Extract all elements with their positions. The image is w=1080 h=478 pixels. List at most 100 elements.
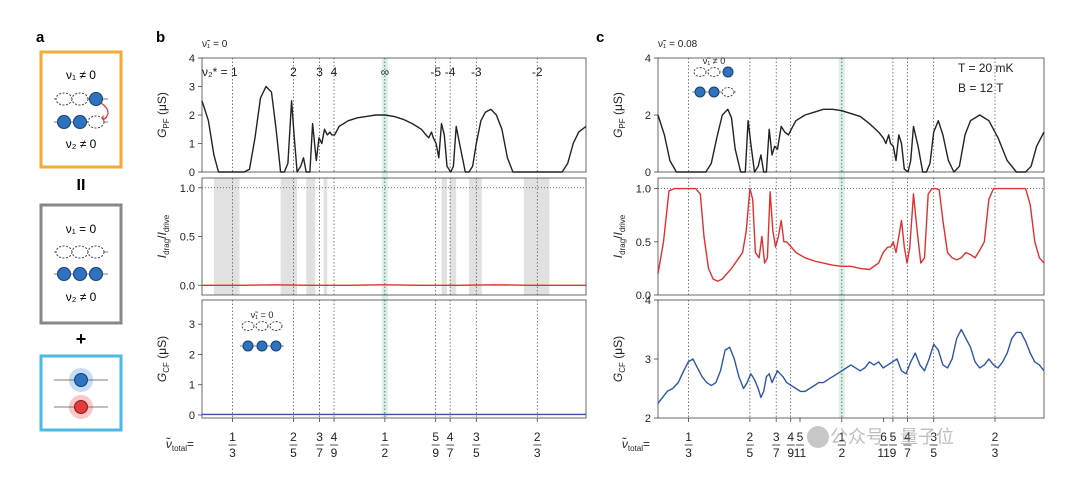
y-tick-label: 2 — [645, 413, 651, 425]
y-axis-label-gpf: GPF (μS) — [611, 92, 627, 138]
x-tick-denominator: 7 — [904, 446, 911, 460]
y-axis-label-gcf-rest: (μS) — [611, 336, 625, 362]
panel-b-top-note: ν̃₁ = 0 — [202, 39, 228, 50]
top-marker-label: -3 — [471, 65, 482, 79]
empty-site-icon — [71, 92, 89, 106]
x-tick-numerator: 2 — [534, 430, 541, 444]
x-tick-numerator: 6 — [880, 430, 887, 444]
series-line-c-gcf — [657, 328, 1045, 404]
y-axis-label-gpf: GPF (μS) — [155, 92, 171, 138]
x-tick-denominator: 5 — [290, 446, 297, 460]
x-axis-label-eq: = — [187, 437, 194, 451]
x-tick-numerator: 4 — [447, 430, 454, 444]
panel-a: a ν₁ ≠ 0 ν₂ ≠ 0 II ν₁ = 0 ν — [36, 29, 123, 432]
x-tick-denominator: 7 — [316, 446, 323, 460]
empty-site-icon — [55, 92, 73, 106]
empty-site-icon — [693, 67, 707, 77]
electron-icon — [74, 373, 88, 387]
x-tick-numerator: 1 — [838, 430, 845, 444]
box-middle — [39, 203, 123, 325]
y-axis-label-ratio-part-3: I — [155, 231, 169, 235]
x-tick-denominator: 3 — [992, 446, 999, 460]
y-axis-label-gcf-main: G — [155, 373, 169, 382]
x-axis-label-sub: total — [628, 444, 643, 453]
x-tick-numerator: 4 — [787, 430, 794, 444]
x-axis-label-nu: ν̃ — [622, 436, 628, 451]
box-top-line1: ν₁ ≠ 0 — [66, 68, 96, 82]
empty-site-icon — [87, 245, 105, 259]
electron-icon — [57, 267, 71, 281]
y-tick-label: 4 — [645, 295, 651, 307]
x-tick-numerator: 3 — [773, 430, 780, 444]
empty-site-icon — [255, 321, 269, 331]
hop-arrowhead-icon — [102, 115, 108, 121]
electron-icon — [722, 66, 734, 78]
y-axis-label-gcf-rest: (μS) — [155, 336, 169, 362]
y-tick-label: 0.0 — [636, 290, 651, 302]
y-axis-label-gpf-sub: PF — [162, 118, 171, 128]
panel-b-nu2-label: ν₂* = 1 — [202, 65, 238, 79]
panel-a-label: a — [36, 29, 45, 46]
y-axis-label-ratio-part-2: / — [155, 235, 169, 239]
x-tick-denominator: 11 — [877, 446, 890, 460]
x-tick-numerator: 5 — [890, 430, 897, 444]
y-tick-label: 2 — [189, 110, 195, 122]
series-line-b-gpf — [201, 85, 587, 173]
x-tick-denominator: 9 — [331, 446, 338, 460]
top-marker-label: 4 — [331, 65, 338, 79]
y-tick-label: 2 — [189, 349, 195, 361]
y-axis-label-gcf-sub: CF — [618, 362, 627, 373]
electron-icon — [242, 340, 254, 352]
shaded-region — [468, 178, 482, 295]
y-axis-label-gcf: GCF (μS) — [611, 336, 627, 382]
x-tick-numerator: 5 — [432, 430, 439, 444]
x-tick-denominator: 5 — [747, 446, 754, 460]
x-axis-label: ν̃total= — [622, 436, 650, 453]
temperature-label: T = 20 mK — [958, 61, 1013, 75]
x-tick-numerator: 1 — [229, 430, 236, 444]
x-tick-denominator: 3 — [534, 446, 541, 460]
plot-frame — [657, 299, 1045, 419]
top-marker-label: -5 — [430, 65, 441, 79]
x-tick-numerator: 2 — [992, 430, 999, 444]
x-tick-denominator: 11 — [794, 446, 807, 460]
empty-site-icon — [87, 115, 105, 129]
y-axis-label-gpf-main: G — [611, 129, 625, 138]
electron-icon — [708, 86, 720, 98]
x-tick-denominator: 2 — [838, 446, 845, 460]
y-axis-label-gcf-main: G — [611, 373, 625, 382]
y-tick-label: 3 — [189, 82, 195, 94]
panel-b-label: b — [156, 29, 165, 46]
y-axis-label-gcf: GCF (μS) — [155, 336, 171, 382]
shaded-region — [306, 178, 316, 295]
shaded-region — [441, 178, 448, 295]
shaded-region — [449, 178, 457, 295]
electron-icon — [256, 340, 268, 352]
y-axis-label-ratio: Idrag/Idrive — [611, 214, 627, 258]
electron-icon — [73, 267, 87, 281]
y-axis-label-ratio: Idrag/Idrive — [155, 214, 171, 258]
plot-frame — [657, 177, 1045, 296]
x-tick-denominator: 2 — [382, 446, 389, 460]
electron-icon — [270, 340, 282, 352]
box-top — [39, 50, 123, 169]
shaded-region — [213, 178, 240, 295]
top-marker-label: -4 — [445, 65, 456, 79]
empty-site-icon — [269, 321, 283, 331]
x-tick-numerator: 1 — [382, 430, 389, 444]
hole-icon — [74, 400, 88, 414]
y-axis-label-ratio-part-0: I — [155, 254, 169, 258]
empty-site-icon — [241, 321, 255, 331]
empty-site-icon — [55, 245, 73, 259]
x-tick-numerator: 3 — [930, 430, 937, 444]
x-tick-numerator: 4 — [331, 430, 338, 444]
field-label: B = 12 T — [958, 81, 1004, 95]
shaded-region — [323, 178, 328, 295]
x-axis-label-sub: total — [172, 444, 187, 453]
y-tick-label: 3 — [645, 354, 651, 366]
box-middle-line1: ν₁ = 0 — [66, 222, 97, 236]
panel-c-inset-label: ν̃₁ ≠ 0 — [703, 56, 725, 66]
empty-site-icon — [707, 67, 721, 77]
